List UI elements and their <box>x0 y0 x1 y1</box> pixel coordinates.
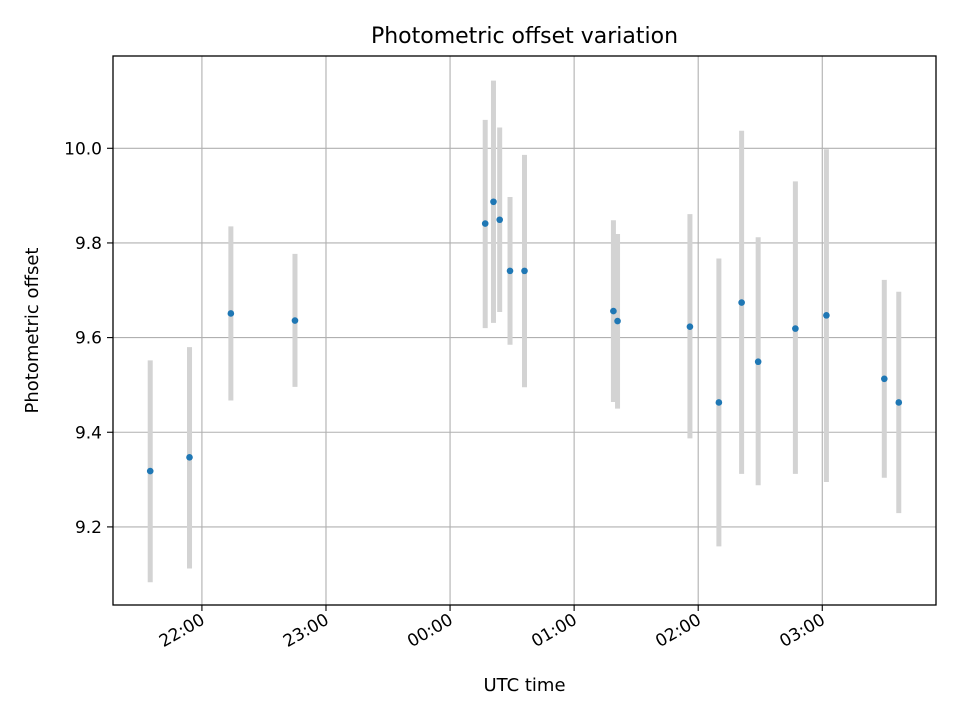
data-point <box>738 299 745 306</box>
data-point <box>895 399 903 406</box>
data-points <box>146 198 903 475</box>
data-point <box>823 312 830 319</box>
chart-title: Photometric offset variation <box>371 24 678 49</box>
y-tick-label: 10.0 <box>64 139 102 159</box>
data-point <box>481 220 489 227</box>
data-point <box>227 310 235 317</box>
data-point <box>496 216 503 224</box>
data-point <box>792 325 799 332</box>
y-axis-ticks: 9.2 9.4 9.6 9.8 10.0 <box>64 139 113 538</box>
data-point <box>186 454 193 461</box>
data-point <box>610 307 617 315</box>
data-point <box>881 375 888 383</box>
data-point <box>506 267 514 275</box>
x-axis-label: UTC time <box>483 675 565 696</box>
y-tick-label: 9.4 <box>75 423 102 443</box>
data-point <box>291 317 299 324</box>
y-tick-label: 9.2 <box>75 518 102 538</box>
plot-area-frame <box>112 55 937 606</box>
data-point <box>715 399 723 406</box>
data-point <box>146 467 154 475</box>
y-tick-label: 9.8 <box>75 234 102 254</box>
data-point <box>490 198 497 206</box>
data-point <box>521 267 528 275</box>
y-axis-label: Photometric offset <box>22 248 43 414</box>
data-point <box>614 317 621 325</box>
data-point <box>754 358 762 366</box>
data-point <box>686 323 694 331</box>
y-tick-label: 9.6 <box>75 329 102 349</box>
